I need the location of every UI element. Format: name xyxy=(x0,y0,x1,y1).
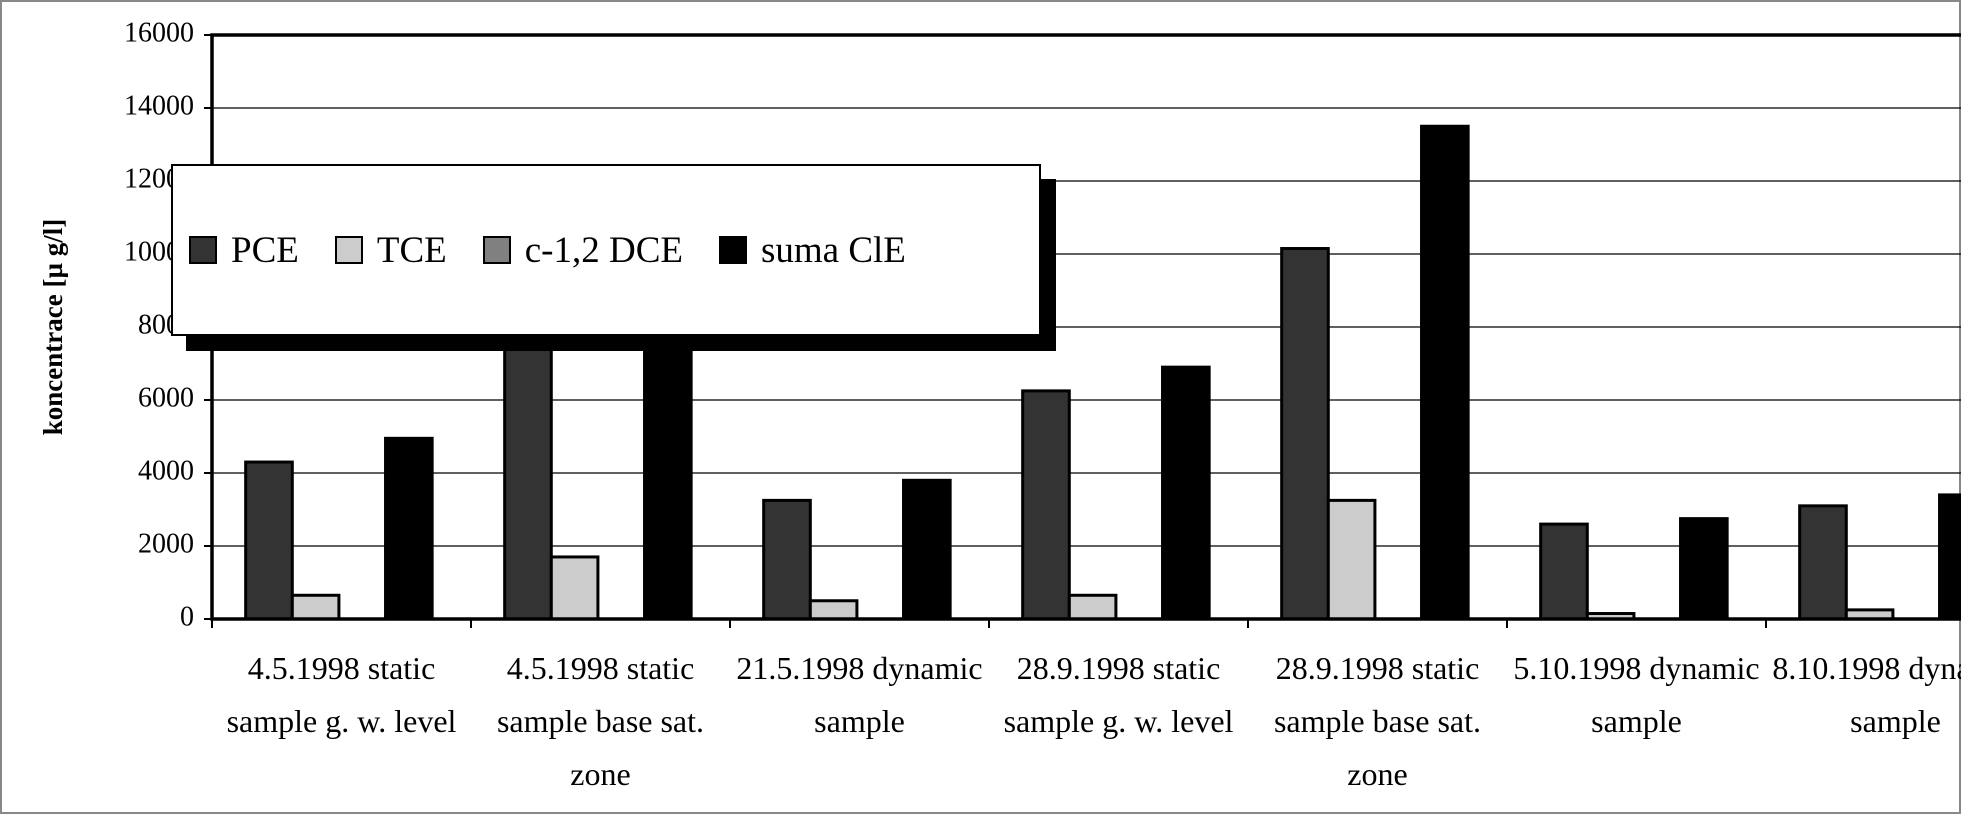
legend-swatch xyxy=(334,236,363,264)
legend: PCE TCE c-1,2 DCE suma ClE xyxy=(171,164,1041,336)
bar xyxy=(1161,365,1211,621)
x-tick-label: 5.10.1998 dynamic sample xyxy=(1513,650,1760,739)
legend-item: c-1,2 DCE xyxy=(482,229,683,272)
y-tick-label: 2000 xyxy=(138,528,194,559)
x-tick-label: 8.10.1998 dynamic sample xyxy=(1772,650,1961,739)
legend-swatch xyxy=(482,236,511,264)
bar xyxy=(290,593,341,621)
x-tick-label: 4.5.1998 static sample base sat. zone xyxy=(496,650,705,792)
bar xyxy=(384,436,434,621)
bar xyxy=(1326,498,1377,621)
bar xyxy=(1938,493,1961,621)
y-tick-label: 6000 xyxy=(138,382,194,413)
y-tick-label: 14000 xyxy=(124,90,194,121)
y-axis-label: koncentrace [µ g/l] xyxy=(38,219,68,436)
bar xyxy=(244,460,294,621)
legend-swatch xyxy=(719,236,747,264)
bar xyxy=(1420,124,1470,621)
bar xyxy=(1280,247,1330,621)
x-tick-label: 28.9.1998 static sample base sat. zone xyxy=(1273,650,1482,792)
bar xyxy=(1067,593,1118,621)
bar xyxy=(1798,504,1848,621)
legend-item: TCE xyxy=(334,229,447,272)
legend-swatch xyxy=(189,236,217,264)
y-tick-label: 4000 xyxy=(138,455,194,486)
bar xyxy=(762,498,812,621)
legend-label: TCE xyxy=(376,229,447,271)
bar xyxy=(1021,389,1071,621)
bar xyxy=(902,478,952,621)
x-tick-label: 28.9.1998 static sample g. w. level xyxy=(1003,650,1234,739)
bar xyxy=(808,599,859,621)
y-tick-label: 16000 xyxy=(124,17,194,48)
legend-label: suma ClE xyxy=(761,229,906,271)
legend-label: c-1,2 DCE xyxy=(524,229,683,271)
bar xyxy=(1539,522,1589,621)
x-tick-label: 21.5.1998 dynamic sample xyxy=(736,650,983,739)
legend-label: PCE xyxy=(231,229,299,271)
y-tick-label: 0 xyxy=(180,601,194,632)
x-tick-label: 4.5.1998 static sample g. w. level xyxy=(226,650,457,739)
legend-item: suma ClE xyxy=(719,229,906,272)
bar xyxy=(549,555,600,621)
bar xyxy=(1679,517,1729,621)
legend-item: PCE xyxy=(189,229,299,272)
